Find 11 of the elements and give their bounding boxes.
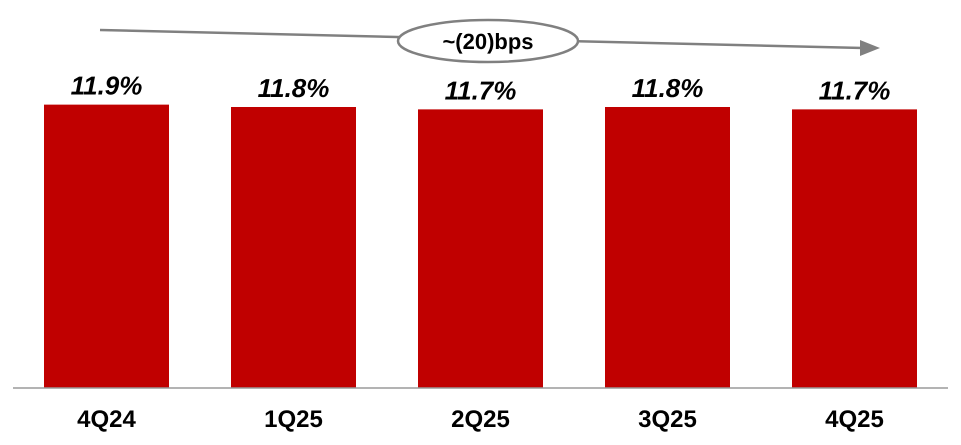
x-tick-label: 3Q25 bbox=[638, 406, 697, 434]
data-label: 11.9% bbox=[70, 70, 142, 101]
x-tick-label: 4Q25 bbox=[825, 406, 884, 434]
data-label: 11.8% bbox=[632, 73, 704, 104]
text: ~(20)bps bbox=[442, 29, 534, 54]
data-label: 11.7% bbox=[818, 75, 890, 106]
x-tick-label: 2Q25 bbox=[451, 406, 510, 434]
x-tick-label: 1Q25 bbox=[264, 406, 323, 434]
data-label: 11.8% bbox=[258, 73, 330, 104]
data-label: 11.7% bbox=[444, 75, 516, 106]
x-tick-label: 4Q24 bbox=[77, 406, 137, 434]
